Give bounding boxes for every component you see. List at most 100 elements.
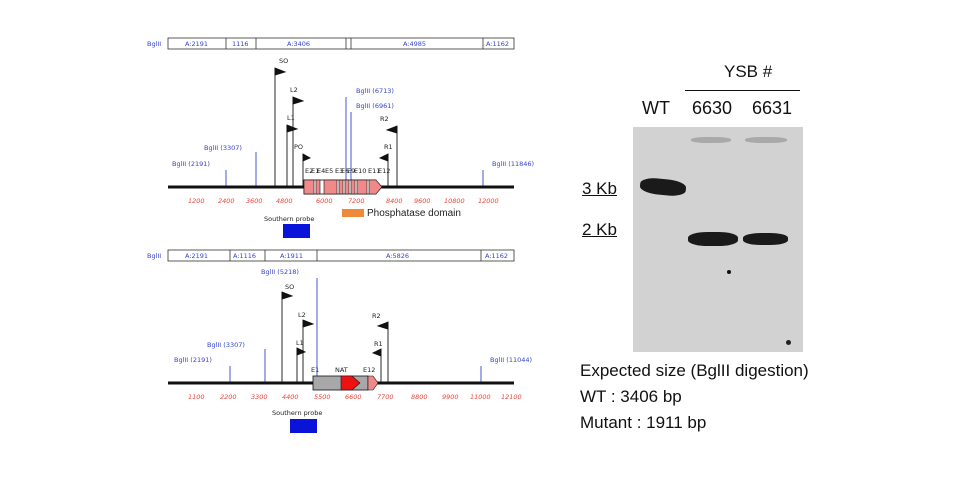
mutant-primers [281,291,389,382]
wt-exon-label: E11 [368,167,380,175]
mutant-nat-label: NAT [335,366,348,374]
wt-exon-label: E12 [378,167,390,175]
gel-image [633,127,803,352]
wt-exon-label: E4 [317,167,325,175]
mutant-fragment-label: A:2191 [185,252,208,260]
wt-exon [338,179,344,195]
gene-map-diagram: BglII A:2191 1116 A:3406 A:4985 A:1162 S… [147,37,534,433]
lane-label-wt: WT [642,98,670,118]
marker-2kb: 2 Kb [582,220,617,239]
wt-primer-label: L1 [287,114,295,122]
phosphatase-domain-legend: Phosphatase domain [367,208,461,219]
wt-exon-label: E5 [325,167,333,175]
wt-gene [303,179,383,195]
mutant-exon-label: E1 [311,366,319,374]
wt-bglii-site: BglII (6713) [356,87,394,95]
wt-tick-label: 10800 [444,197,465,205]
wt-bglii-site: BglII (2191) [172,160,210,168]
mutant-primer-label: L2 [298,311,306,319]
mutant-tick-label: 3300 [251,393,268,401]
wt-exon-label: E10 [354,167,366,175]
wt-exon-label: E2 [305,167,313,175]
wt-tick-label: 7200 [348,197,365,205]
mutant-tick-label: 5500 [314,393,331,401]
wt-exon [323,179,338,195]
wt-tick-label: 8400 [386,197,403,205]
nat-arrow [340,375,361,391]
mutant-primer-label: R1 [374,340,383,348]
wt-exon [303,179,315,195]
band-6631-1911 [743,233,788,245]
wt-exon-label: E3 [335,167,343,175]
expected-size-title: Expected size (BglII digestion) [580,361,809,380]
wt-primer-label: R1 [384,143,393,151]
wt-tick-label: 4800 [276,197,293,205]
mutant-tick-label: 9900 [442,393,459,401]
mutant-tick-label: 2200 [220,393,237,401]
wt-probe-label: Southern probe [264,215,314,223]
expected-size-wt: WT : 3406 bp [580,387,682,406]
wt-fragment-label: A:4985 [403,40,426,48]
wt-exon-label: E9 [347,167,355,175]
mutant-tick-label: 8800 [411,393,428,401]
mutant-primer-label: R2 [372,312,381,320]
band-wt-3406 [639,176,687,198]
mutant-tick-label: 1100 [188,393,205,401]
band-6630-1911 [688,232,738,246]
mutant-map: BglII A:2191 A:1116 A:1911 A:5826 A:1162… [147,249,532,433]
wt-fragment-label: A:2191 [185,40,208,48]
mutant-tick-label: 12100 [501,393,522,401]
mutant-bglii-site: BglII (11044) [490,356,532,364]
wt-tick-label: 9600 [414,197,431,205]
mutant-tick-label: 6600 [345,393,362,401]
wt-exon [315,179,321,195]
wt-fragment-bar [167,37,515,50]
lane-label-6630: 6630 [692,98,733,118]
well [691,137,731,143]
southern-blot-panel: YSB # WT 6630 6631 3 Kb 2 Kb Expected si… [560,0,960,480]
mutant-axis-ticks: 1100 2200 3300 4400 5500 6600 7700 8800 … [188,393,522,401]
mutant-primer-label: L1 [296,339,304,347]
wt-fragment-label: 1116 [232,40,249,48]
mutant-fragment-label: A:5826 [386,252,409,260]
wt-tick-label: 12000 [478,197,499,205]
wt-bglii-site: BglII (11846) [492,160,534,168]
expected-size-mutant: Mutant : 1911 bp [580,413,707,432]
well [745,137,787,143]
wt-axis-ticks: 1200 2400 3600 4800 6000 7200 8400 9600 … [188,197,499,205]
mutant-fragment-label: A:1116 [233,252,256,260]
gel-speck [727,270,731,274]
mutant-bglii-site: BglII (3307) [207,341,245,349]
wt-primer-label: PO [294,143,303,151]
mutant-fragment-label: A:1911 [280,252,303,260]
wt-primer-label: SO [279,57,288,65]
mutant-southern-probe [290,419,317,433]
mutant-gene [312,375,379,391]
ysb-header: YSB # [724,62,773,81]
wt-exon [356,179,368,195]
gel-speck [786,340,791,345]
wt-southern-probe [283,224,310,238]
wt-fragment-label: A:3406 [287,40,310,48]
mutant-bglii-site: BglII (2191) [174,356,212,364]
phosphatase-domain-swatch [342,209,364,217]
wt-exon-arrow [368,179,383,195]
wt-primer-label: L2 [290,86,298,94]
mutant-fragment-bar-label: BglII [147,252,161,260]
wt-exon-label: E1 [311,167,319,175]
mutant-site-lines [229,278,482,383]
wt-fragment-bar-label: BglII [147,40,161,48]
wt-fragment-label: A:1162 [486,40,509,48]
mutant-exon-arrow [367,375,379,391]
wt-tick-label: 6000 [316,197,333,205]
wt-primer-label: R2 [380,115,389,123]
mutant-probe-label: Southern probe [272,409,322,417]
mutant-tick-label: 7700 [377,393,394,401]
wt-map: BglII A:2191 1116 A:3406 A:4985 A:1162 S… [147,37,534,238]
mutant-bglii-site: BglII (5218) [261,268,299,276]
mutant-tick-label: 4400 [282,393,299,401]
wt-exon [344,179,350,195]
wt-exon [350,179,356,195]
lane-label-6631: 6631 [752,98,793,118]
mutant-exon-label: E12 [363,366,375,374]
